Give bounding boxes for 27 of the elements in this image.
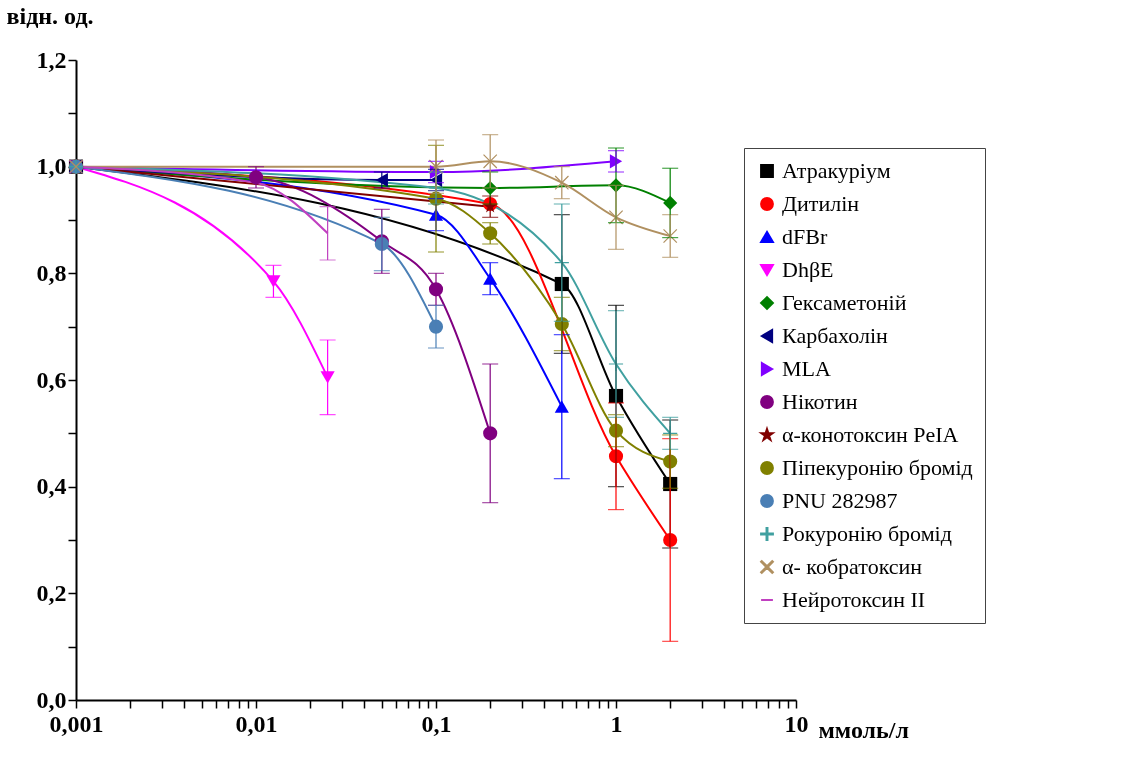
y-tick-label: 1,0 [36,153,67,180]
legend-label: Нейротоксин II [782,587,926,612]
legend-label: Нікотин [782,389,858,414]
y-axis-title: відн. од. [6,2,94,29]
y-tick-label: 0,4 [36,473,67,500]
legend-label: α- кобратоксин [782,554,923,579]
y-tick-label: 1,2 [36,46,67,73]
x-tick-label: 0,1 [421,710,452,737]
y-tick-label: 0,8 [36,259,67,286]
legend-label: Карбахолін [782,323,889,348]
legend-label: Гексаметоній [782,290,907,315]
legend-label: MLA [782,356,831,381]
legend-label: α-конотоксин PeIA [782,422,959,447]
x-axis-title: ммоль/л [818,716,909,743]
legend-label: Піпекуронію бромід [782,455,973,480]
legend-label: Атракуріум [782,158,891,183]
y-tick-label: 0,6 [36,366,67,393]
legend-label: dFBr [782,224,828,249]
legend-label: Дитилін [782,191,860,216]
x-tick-label: 1 [610,710,623,737]
legend-label: PNU 282987 [782,488,898,513]
legend-label: Рокуронію бромід [782,521,952,546]
y-tick-label: 0,0 [36,686,67,713]
y-tick-label: 0,2 [36,579,67,606]
x-tick-label: 10 [784,710,809,737]
x-tick-label: 0,01 [235,710,278,737]
legend-label: DhβE [782,257,834,282]
